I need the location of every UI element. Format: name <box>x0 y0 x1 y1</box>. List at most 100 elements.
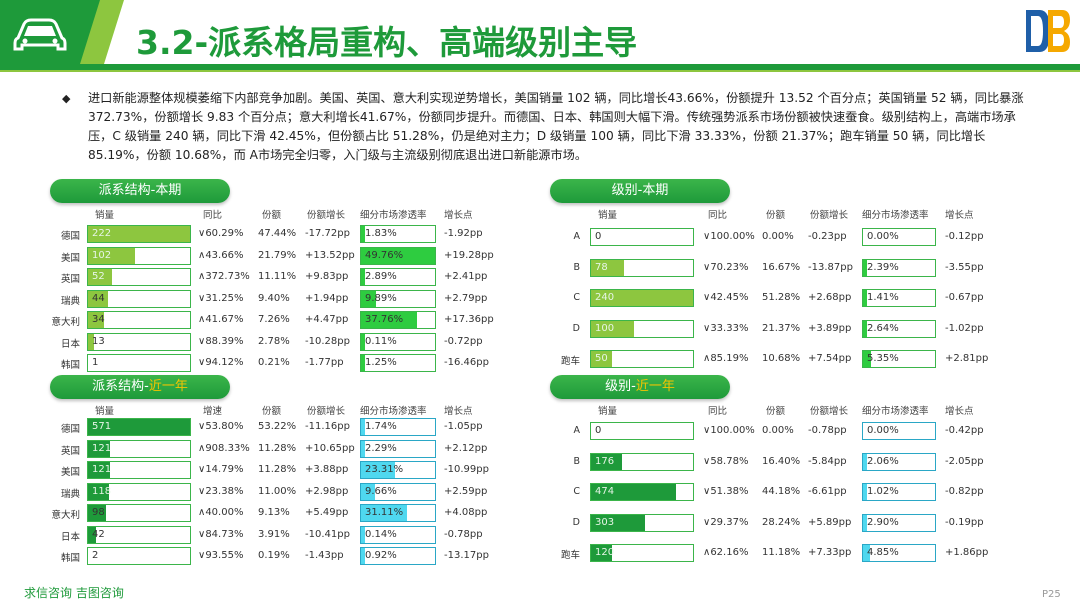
share-value: 10.68% <box>762 353 801 364</box>
row-label: A <box>573 425 581 436</box>
penetration-value: 0.92% <box>365 550 397 561</box>
column-header: 细分市场渗透率 <box>862 406 929 417</box>
row-label: 跑车 <box>560 550 580 561</box>
row-label: 瑞典 <box>60 295 80 307</box>
sales-value: 303 <box>595 516 615 528</box>
row-label: D <box>572 516 580 528</box>
column-header: 份额 <box>766 406 786 417</box>
sales-value: 78 <box>595 261 608 273</box>
penetration-value: 37.76% <box>365 314 404 325</box>
sales-bar: 78 <box>590 258 694 277</box>
share-change-value: -0.78pp <box>808 425 847 436</box>
column-header: 细分市场渗透率 <box>360 210 427 221</box>
column-header: 增长点 <box>444 210 473 221</box>
share-value: 11.28% <box>258 464 297 475</box>
sales-bar-fill <box>591 484 676 500</box>
yoy-value: ∨42.45% <box>703 292 749 303</box>
sales-bar: 34 <box>87 311 191 329</box>
header-banner: 3.2-派系格局重构、高端级别主导 <box>0 0 1080 80</box>
sales-bar-fill <box>591 514 645 531</box>
penetration-bar-fill <box>361 226 365 242</box>
share-value: 0.00% <box>762 231 794 242</box>
yoy-value: ∨14.79% <box>198 464 244 475</box>
intro-bullet: ◆ <box>62 92 71 105</box>
sales-bar: 121 <box>87 439 191 458</box>
row-label: 德国 <box>60 231 80 242</box>
sales-bar: 2 <box>87 547 191 565</box>
yoy-value: ∨100.00% <box>703 231 755 242</box>
yoy-value: ∨51.38% <box>703 486 749 497</box>
growth-value: +4.08pp <box>444 507 488 518</box>
sales-value: 0 <box>595 425 602 436</box>
panel-title-text: 级别- <box>605 379 636 394</box>
sales-value: 44 <box>92 292 105 304</box>
yoy-value: ∨60.29% <box>198 228 244 239</box>
growth-value: -13.17pp <box>444 550 489 561</box>
penetration-bar: 0.14% <box>360 525 436 544</box>
row-label: 日本 <box>60 338 80 350</box>
column-header: 同比 <box>708 406 728 417</box>
column-header: 同比 <box>708 210 728 221</box>
panel-title-text: 派系结构- <box>92 379 149 394</box>
penetration-bar-fill <box>361 355 365 371</box>
sales-bar-fill <box>88 247 135 264</box>
row-label: 意大利 <box>51 510 80 521</box>
sales-bar-fill <box>88 226 190 242</box>
growth-value: -0.19pp <box>945 516 984 528</box>
yoy-value: ∨94.12% <box>198 357 244 368</box>
yoy-value: ∨100.00% <box>703 425 755 436</box>
column-header: 销量 <box>598 406 618 417</box>
penetration-bar: 2.89% <box>360 268 436 286</box>
sales-bar: 98 <box>87 504 191 522</box>
penetration-bar-fill <box>863 484 867 500</box>
share-change-value: +9.83pp <box>305 271 349 282</box>
penetration-bar-fill <box>361 548 365 564</box>
share-change-value: +3.89pp <box>808 322 852 334</box>
penetration-bar-fill <box>863 545 870 561</box>
share-value: 0.00% <box>762 425 794 436</box>
penetration-bar-fill <box>863 351 871 367</box>
growth-value: -0.12pp <box>945 231 984 242</box>
share-value: 2.78% <box>258 335 290 347</box>
share-change-value: +4.47pp <box>305 314 349 325</box>
sales-value: 240 <box>595 292 615 303</box>
share-change-value: -1.77pp <box>305 357 344 368</box>
share-change-value: +7.33pp <box>808 547 852 558</box>
sales-bar-fill <box>88 290 108 307</box>
growth-value: +19.28pp <box>444 249 494 261</box>
share-value: 0.21% <box>258 357 290 368</box>
penetration-bar-fill <box>863 259 867 276</box>
sales-value: 118 <box>92 485 112 497</box>
sales-value: 571 <box>92 421 112 432</box>
penetration-bar-fill <box>361 440 365 457</box>
sales-bar: 1 <box>87 354 191 372</box>
sales-bar-fill <box>88 440 110 457</box>
penetration-value: 0.14% <box>365 528 397 540</box>
yoy-value: ∨33.33% <box>703 322 749 334</box>
column-header: 增速 <box>203 406 223 417</box>
penetration-bar: 0.00% <box>862 422 936 440</box>
penetration-value: 2.89% <box>365 271 397 282</box>
penetration-value: 1.25% <box>365 357 397 368</box>
sales-value: 120 <box>595 547 615 558</box>
sales-value: 102 <box>92 249 112 261</box>
column-header: 份额 <box>262 406 282 417</box>
penetration-bar: 1.41% <box>862 289 936 307</box>
penetration-bar-fill <box>361 290 376 307</box>
sales-value: 34 <box>92 314 105 325</box>
column-header: 份额 <box>262 210 282 221</box>
column-header: 增长点 <box>945 406 974 417</box>
growth-value: +17.36pp <box>444 314 494 325</box>
share-change-value: -11.16pp <box>305 421 350 432</box>
growth-value: +2.12pp <box>444 442 488 454</box>
sales-bar-fill <box>591 290 693 306</box>
sales-value: 1 <box>92 357 99 368</box>
column-header: 细分市场渗透率 <box>360 406 427 417</box>
penetration-value: 2.06% <box>867 455 899 467</box>
share-change-value: +13.52pp <box>305 249 355 261</box>
growth-value: -1.92pp <box>444 228 483 239</box>
share-change-value: -17.72pp <box>305 228 350 239</box>
penetration-bar-fill <box>361 505 407 521</box>
sales-bar: 42 <box>87 525 191 544</box>
penetration-value: 2.29% <box>365 442 397 454</box>
